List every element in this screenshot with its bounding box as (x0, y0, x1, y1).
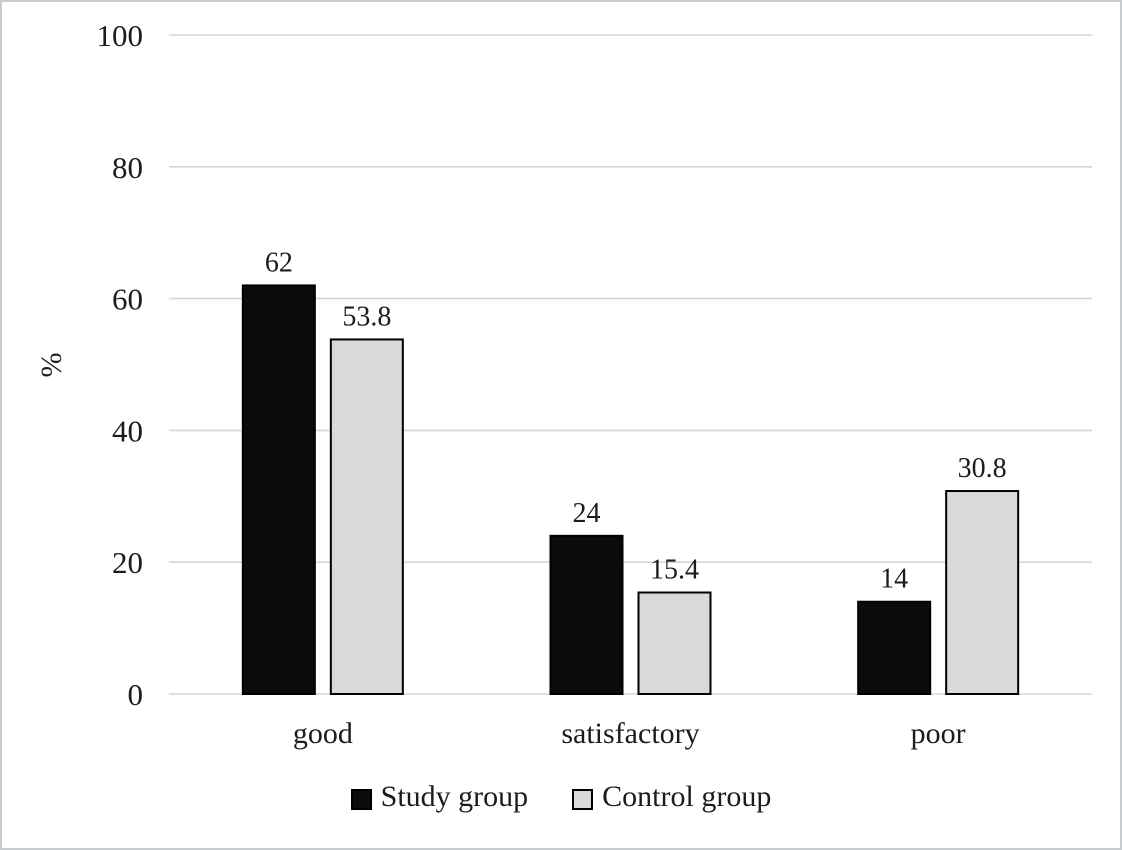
bar-control-group-satisfactory (637, 591, 712, 695)
legend-item-study-group: Study group (350, 780, 529, 816)
chart-legend: Study group Control group (2, 782, 1120, 816)
y-tick-label-60: 60 (112, 282, 143, 317)
bar-value-label-study-group-satisfactory: 24 (573, 498, 601, 529)
y-tick-label-40: 40 (112, 413, 143, 448)
category-label-poor: poor (911, 717, 966, 750)
bar-control-group-good (329, 338, 404, 695)
legend-swatch-study-group (350, 788, 372, 810)
bar-value-label-control-group-satisfactory: 15.4 (650, 555, 699, 586)
y-tick-label-100: 100 (97, 18, 144, 53)
bar-value-label-control-group-good: 53.8 (342, 301, 391, 332)
legend-label-control-group: Control group (602, 780, 772, 813)
bar-value-label-study-group-good: 62 (265, 247, 293, 278)
category-label-satisfactory: satisfactory (561, 717, 699, 750)
bar-value-label-control-group-poor: 30.8 (958, 453, 1007, 484)
bar-study-group-good (241, 284, 316, 695)
bar-study-group-satisfactory (549, 534, 624, 696)
category-label-good: good (293, 717, 353, 750)
legend-item-control-group: Control group (572, 782, 771, 816)
y-tick-label-20: 20 (112, 545, 143, 580)
legend-swatch-control-group (572, 788, 594, 810)
bar-control-group-poor (945, 490, 1020, 696)
legend-label-study-group: Study group (380, 780, 529, 813)
y-axis-label: % (35, 353, 68, 378)
y-tick-label-0: 0 (128, 677, 144, 712)
bar-study-group-poor (857, 600, 932, 695)
bar-value-label-study-group-poor: 14 (880, 564, 908, 595)
y-tick-label-80: 80 (112, 150, 143, 185)
